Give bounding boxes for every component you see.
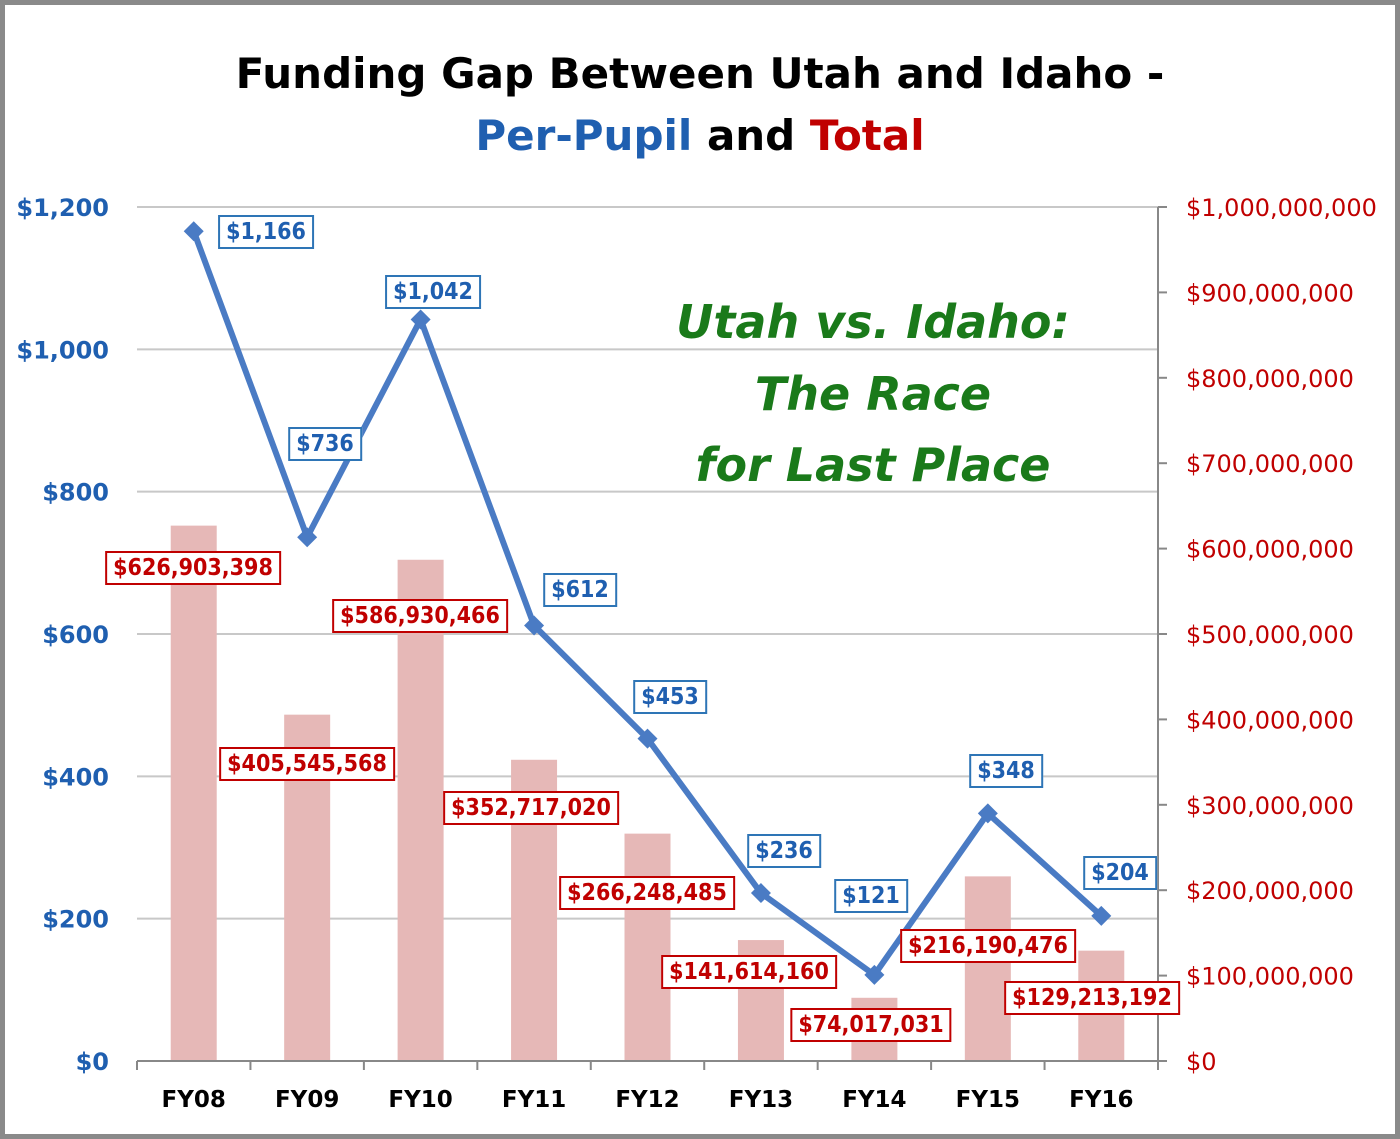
data-label-total: $74,017,031 xyxy=(790,1008,952,1042)
bar-total-FY15 xyxy=(964,876,1011,1061)
data-label-per-pupil: $236 xyxy=(747,834,821,868)
chart-title-line1: Funding Gap Between Utah and Idaho - xyxy=(235,49,1165,98)
title-and: and xyxy=(706,111,796,160)
bar-total-FY12 xyxy=(624,833,671,1061)
data-label-per-pupil: $612 xyxy=(543,573,617,607)
per-pupil-marker xyxy=(1091,905,1112,926)
x-axis-label: FY14 xyxy=(842,1087,906,1113)
x-axis-label: FY12 xyxy=(615,1087,679,1113)
right-axis-tick-label: $1,000,000,000 xyxy=(1186,194,1377,222)
title-total: Total xyxy=(809,111,925,160)
per-pupil-marker xyxy=(524,615,545,636)
title-per-pupil: Per-Pupil xyxy=(475,111,693,160)
right-axis-tick-label: $900,000,000 xyxy=(1186,279,1354,307)
x-axis-label: FY16 xyxy=(1069,1087,1133,1113)
x-axis-label: FY13 xyxy=(729,1087,793,1113)
right-axis-tick-label: $0 xyxy=(1186,1048,1217,1076)
chart-title-line2: Per-Pupil and Total xyxy=(5,111,1395,160)
left-axis-tick-label: $1,000 xyxy=(16,336,109,364)
left-axis-tick-label: $600 xyxy=(42,621,109,649)
data-label-total: $626,903,398 xyxy=(105,551,281,585)
left-axis-tick-label: $1,200 xyxy=(16,194,109,222)
right-axis-tick-label: $200,000,000 xyxy=(1186,877,1354,905)
per-pupil-marker xyxy=(183,221,204,242)
data-label-per-pupil: $453 xyxy=(633,680,707,714)
left-axis-tick-label: $200 xyxy=(42,906,109,934)
x-axis-label: FY09 xyxy=(275,1087,339,1113)
per-pupil-marker xyxy=(977,803,998,824)
data-label-total: $586,930,466 xyxy=(332,599,508,633)
data-label-per-pupil: $1,166 xyxy=(218,215,314,249)
data-label-total: $216,190,476 xyxy=(900,929,1076,963)
per-pupil-marker xyxy=(864,964,885,985)
right-axis-tick-label: $800,000,000 xyxy=(1186,365,1354,393)
data-label-per-pupil: $736 xyxy=(288,427,362,461)
data-label-per-pupil: $204 xyxy=(1083,856,1157,890)
right-axis-tick-label: $700,000,000 xyxy=(1186,450,1354,478)
bar-total-FY10 xyxy=(397,559,444,1061)
x-axis-label: FY10 xyxy=(388,1087,452,1113)
x-axis-label: FY15 xyxy=(956,1087,1020,1113)
bar-total-FY08 xyxy=(170,525,217,1061)
plot-area: $0 $200 $400 $600 $800 $1,000 $1,200 $0 $100,000… xyxy=(16,194,1377,1113)
data-label-total: $266,248,485 xyxy=(559,876,735,910)
right-axis-tick-label: $100,000,000 xyxy=(1186,963,1354,991)
annotation-line3: for Last Place xyxy=(695,438,1051,492)
right-axis-tick-label: $300,000,000 xyxy=(1186,792,1354,820)
annotation-line2: The Race xyxy=(754,367,992,421)
right-axis-tick-label: $400,000,000 xyxy=(1186,706,1354,734)
left-axis-tick-label: $400 xyxy=(42,763,109,791)
per-pupil-marker xyxy=(297,527,318,548)
right-axis-tick-label: $500,000,000 xyxy=(1186,621,1354,649)
per-pupil-marker xyxy=(637,728,658,749)
data-label-total: $405,545,568 xyxy=(219,747,395,781)
data-label-per-pupil: $1,042 xyxy=(385,275,481,309)
left-axis-tick-label: $0 xyxy=(76,1048,109,1076)
annotation-line1: Utah vs. Idaho: xyxy=(676,295,1070,349)
per-pupil-marker xyxy=(410,309,431,330)
x-axis-label: FY11 xyxy=(502,1087,566,1113)
right-axis-tick-label: $600,000,000 xyxy=(1186,536,1354,564)
data-label-total: $129,213,192 xyxy=(1004,981,1180,1015)
x-axis-label: FY08 xyxy=(162,1087,226,1113)
data-label-total: $352,717,020 xyxy=(443,791,619,825)
data-label-total: $141,614,160 xyxy=(661,955,837,989)
data-label-per-pupil: $121 xyxy=(834,879,908,913)
left-axis-tick-label: $800 xyxy=(42,479,109,507)
data-label-per-pupil: $348 xyxy=(969,754,1043,788)
per-pupil-marker xyxy=(750,883,771,904)
